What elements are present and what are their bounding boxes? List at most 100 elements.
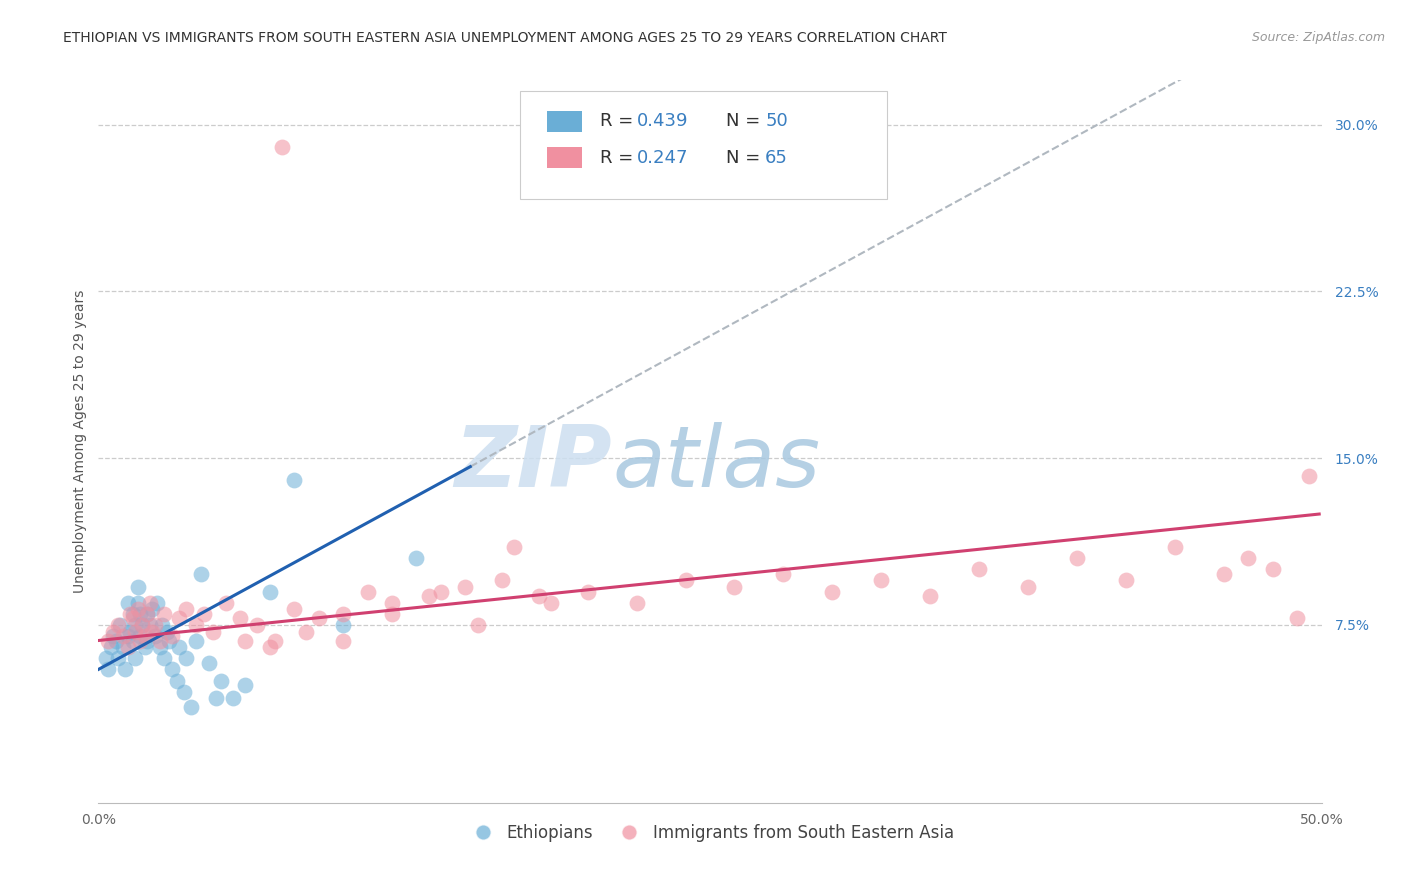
Point <box>167 611 190 625</box>
Text: Source: ZipAtlas.com: Source: ZipAtlas.com <box>1251 31 1385 45</box>
Point <box>723 580 745 594</box>
Point <box>150 618 173 632</box>
Point <box>283 474 305 488</box>
Point <box>491 574 513 588</box>
Point <box>111 629 134 643</box>
Point <box>104 633 127 648</box>
Point <box>1298 469 1320 483</box>
Point <box>97 662 120 676</box>
Point <box>454 580 477 594</box>
Point <box>160 629 183 643</box>
Point <box>129 629 152 643</box>
Point <box>156 624 179 639</box>
Point <box>193 607 215 621</box>
Point <box>120 607 142 621</box>
Point <box>97 633 120 648</box>
Point <box>332 633 354 648</box>
Point <box>157 633 180 648</box>
Text: 0.439: 0.439 <box>637 112 688 130</box>
Point <box>186 618 208 632</box>
Point <box>124 651 146 665</box>
Point <box>229 611 252 625</box>
Point <box>167 640 190 655</box>
Point <box>124 618 146 632</box>
Point <box>117 640 139 655</box>
Point <box>186 633 208 648</box>
Point <box>176 651 198 665</box>
Point <box>111 640 134 655</box>
Point <box>136 607 159 621</box>
Point <box>117 596 139 610</box>
Point <box>139 596 162 610</box>
Text: N =: N = <box>725 149 766 167</box>
Point <box>143 618 166 632</box>
Point <box>121 607 143 621</box>
Point <box>134 640 156 655</box>
Point <box>233 633 256 648</box>
Point <box>503 540 526 554</box>
Point <box>129 633 152 648</box>
Point <box>920 589 942 603</box>
Point <box>430 584 453 599</box>
Point <box>381 607 404 621</box>
Point <box>772 566 794 581</box>
Point <box>139 618 162 632</box>
Point <box>143 629 166 643</box>
Point <box>107 618 129 632</box>
Point <box>209 673 232 688</box>
Point <box>107 651 129 665</box>
Text: N =: N = <box>725 112 766 130</box>
Point <box>110 618 132 632</box>
Point <box>263 633 285 648</box>
Point <box>332 607 354 621</box>
Point <box>308 611 330 625</box>
Point <box>1261 562 1284 576</box>
Point <box>146 596 169 610</box>
Point <box>270 140 294 154</box>
Point <box>1212 566 1234 581</box>
Point <box>121 633 143 648</box>
Point <box>1066 551 1088 566</box>
Point <box>214 596 236 610</box>
Point <box>332 618 354 632</box>
Point <box>153 607 176 621</box>
Point <box>136 633 159 648</box>
Point <box>127 602 149 616</box>
Point <box>176 602 198 616</box>
Point <box>136 607 159 621</box>
Point <box>149 640 172 655</box>
Point <box>1115 574 1137 588</box>
Point <box>405 551 427 566</box>
Text: 50: 50 <box>765 112 787 130</box>
Point <box>173 684 195 698</box>
FancyBboxPatch shape <box>520 91 887 200</box>
Point <box>117 629 139 643</box>
Point <box>967 562 990 576</box>
Point <box>141 602 163 616</box>
Point <box>101 629 124 643</box>
Point <box>1017 580 1039 594</box>
FancyBboxPatch shape <box>547 147 582 168</box>
FancyBboxPatch shape <box>547 112 582 132</box>
Point <box>94 651 117 665</box>
Point <box>418 589 440 603</box>
Point <box>180 700 202 714</box>
Y-axis label: Unemployment Among Ages 25 to 29 years: Unemployment Among Ages 25 to 29 years <box>73 290 87 593</box>
Point <box>540 596 562 610</box>
Point <box>120 624 142 639</box>
Point <box>356 584 378 599</box>
Text: ETHIOPIAN VS IMMIGRANTS FROM SOUTH EASTERN ASIA UNEMPLOYMENT AMONG AGES 25 TO 29: ETHIOPIAN VS IMMIGRANTS FROM SOUTH EASTE… <box>63 31 948 45</box>
Point <box>222 691 245 706</box>
Text: 0.247: 0.247 <box>637 149 688 167</box>
Point <box>295 624 318 639</box>
Text: ZIP: ZIP <box>454 422 612 505</box>
Point <box>124 624 146 639</box>
Point <box>259 584 281 599</box>
Text: 65: 65 <box>765 149 787 167</box>
Point <box>870 574 893 588</box>
Point <box>166 673 188 688</box>
Point <box>197 656 219 670</box>
Text: R =: R = <box>600 149 638 167</box>
Point <box>149 633 172 648</box>
Point <box>1286 611 1309 625</box>
